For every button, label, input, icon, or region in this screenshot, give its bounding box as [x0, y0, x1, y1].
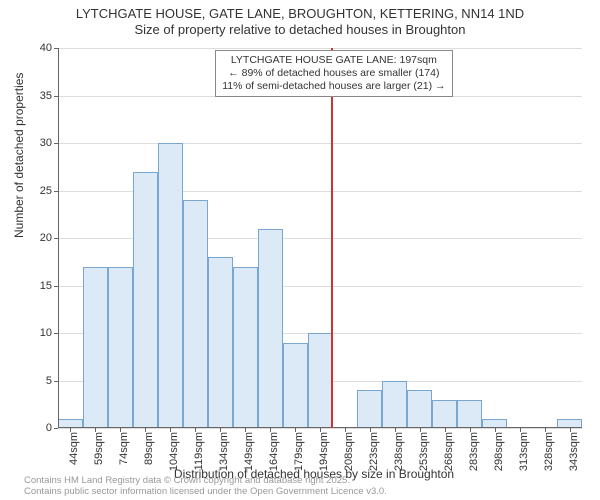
histogram-bar: [108, 267, 133, 429]
y-tick-label: 0: [46, 422, 52, 434]
y-tick: [54, 286, 58, 287]
histogram-bar: [183, 200, 208, 428]
x-tick-label: 223sqm: [368, 432, 380, 471]
plot-inner: 051015202530354044sqm59sqm74sqm89sqm104s…: [58, 48, 582, 428]
x-tick-label: 179sqm: [293, 432, 305, 471]
annotation-line-2: ← 89% of detached houses are smaller (17…: [222, 67, 445, 80]
gridline: [58, 143, 582, 144]
x-tick-label: 298sqm: [493, 432, 505, 471]
x-tick-label: 313sqm: [518, 432, 530, 471]
marker-line: [331, 48, 333, 428]
histogram-bar: [133, 172, 158, 429]
x-tick-label: 283sqm: [468, 432, 480, 471]
footer-attribution: Contains HM Land Registry data © Crown c…: [24, 476, 387, 498]
x-tick-label: 253sqm: [418, 432, 430, 471]
histogram-bar: [233, 267, 258, 429]
histogram-bar: [357, 390, 382, 428]
y-tick-label: 20: [40, 232, 52, 244]
y-tick-label: 25: [40, 185, 52, 197]
gridline: [58, 48, 582, 49]
histogram-bar: [308, 333, 333, 428]
x-tick-label: 134sqm: [218, 432, 230, 471]
y-tick-label: 35: [40, 90, 52, 102]
x-tick-label: 208sqm: [343, 432, 355, 471]
footer-line-2: Contains public sector information licen…: [24, 487, 387, 498]
title-line-1: LYTCHGATE HOUSE, GATE LANE, BROUGHTON, K…: [0, 6, 600, 22]
y-tick-label: 15: [40, 280, 52, 292]
y-tick: [54, 333, 58, 334]
x-tick-label: 89sqm: [143, 432, 155, 465]
y-tick: [54, 96, 58, 97]
histogram-bar: [283, 343, 308, 429]
title-line-2: Size of property relative to detached ho…: [0, 22, 600, 38]
x-tick-label: 119sqm: [193, 432, 205, 470]
y-tick: [54, 191, 58, 192]
y-axis-label: Number of detached properties: [12, 73, 26, 238]
chart-root: LYTCHGATE HOUSE, GATE LANE, BROUGHTON, K…: [0, 0, 600, 500]
x-tick-label: 328sqm: [543, 432, 555, 471]
histogram-bar: [457, 400, 482, 429]
histogram-bar: [83, 267, 108, 429]
x-tick-label: 44sqm: [68, 432, 80, 465]
x-tick-label: 149sqm: [243, 432, 255, 471]
y-tick: [54, 381, 58, 382]
y-axis-line: [58, 48, 59, 428]
histogram-bar: [258, 229, 283, 429]
x-tick-label: 104sqm: [168, 432, 180, 471]
y-tick-label: 30: [40, 137, 52, 149]
histogram-bar: [432, 400, 457, 429]
annotation-line-3: 11% of semi-detached houses are larger (…: [222, 80, 445, 93]
y-tick: [54, 428, 58, 429]
title-block: LYTCHGATE HOUSE, GATE LANE, BROUGHTON, K…: [0, 6, 600, 39]
histogram-bar: [158, 143, 183, 428]
x-tick-label: 268sqm: [443, 432, 455, 471]
x-tick-label: 74sqm: [118, 432, 130, 465]
annotation-line-1: LYTCHGATE HOUSE GATE LANE: 197sqm: [222, 54, 445, 67]
y-tick-label: 10: [40, 327, 52, 339]
y-tick-label: 40: [40, 42, 52, 54]
x-tick-label: 343sqm: [568, 432, 580, 471]
y-tick: [54, 238, 58, 239]
y-tick: [54, 48, 58, 49]
x-tick-label: 164sqm: [268, 432, 280, 471]
annotation-box: LYTCHGATE HOUSE GATE LANE: 197sqm← 89% o…: [215, 50, 452, 97]
histogram-bar: [407, 390, 432, 428]
y-tick-label: 5: [46, 375, 52, 387]
x-tick-label: 238sqm: [393, 432, 405, 471]
plot-area: 051015202530354044sqm59sqm74sqm89sqm104s…: [58, 48, 582, 428]
x-tick-label: 194sqm: [318, 432, 330, 471]
x-tick-label: 59sqm: [93, 432, 105, 465]
y-tick: [54, 143, 58, 144]
histogram-bar: [208, 257, 233, 428]
histogram-bar: [382, 381, 407, 429]
